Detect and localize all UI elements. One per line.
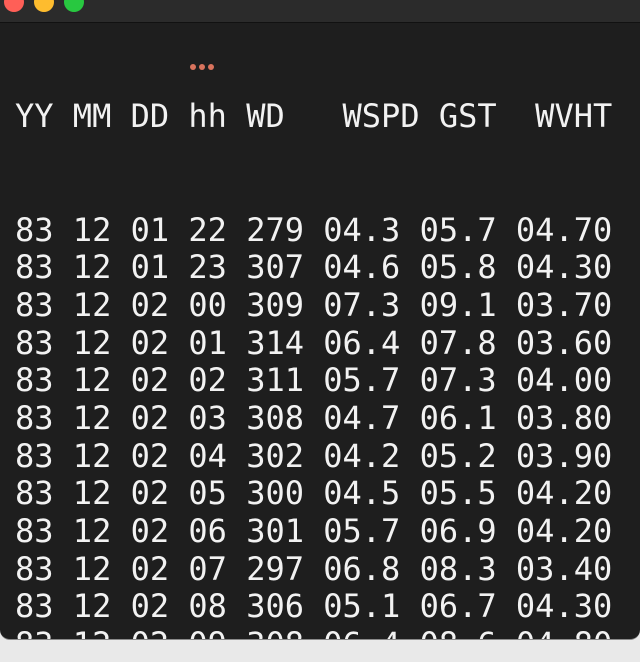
data-line: 83 12 02 06 301 05.7 06.9 04.20	[15, 512, 613, 550]
terminal-output: YY MM DD hh WD WSPD GST WVHT 83 12 01 22…	[15, 23, 640, 639]
close-button[interactable]	[4, 0, 24, 12]
minimize-button[interactable]	[34, 0, 54, 12]
data-line: 83 12 02 08 306 05.1 06.7 04.30	[15, 587, 613, 626]
data-line: 83 12 02 04 302 04.2 05.2 03.90	[15, 436, 613, 475]
spellcheck-marker	[190, 55, 217, 74]
data-line: 83 12 02 09 308 06.4 08.6 04.80	[15, 625, 640, 639]
data-line: 83 12 02 03 308 04.7 06.1 03.80	[15, 398, 613, 437]
data-line: 83 12 02 01 314 06.4 07.8 03.60	[15, 323, 613, 362]
title-bar	[0, 0, 640, 23]
data-line: 83 12 01 23 307 04.6 05.8 04.30	[15, 248, 613, 287]
data-line: 83 12 02 05 300 04.5 05.5 04.20	[15, 474, 613, 513]
data-line: 83 12 02 00 309 07.3 09.1 03.70	[15, 285, 613, 324]
header-line: YY MM DD hh WD WSPD GST WVHT	[15, 97, 613, 136]
data-line: 83 12 01 22 279 04.3 05.7 04.70	[15, 210, 613, 249]
terminal-window: YY MM DD hh WD WSPD GST WVHT 83 12 01 22…	[0, 0, 640, 640]
zoom-button[interactable]	[64, 0, 84, 12]
data-line: 83 12 02 07 297 06.8 08.3 03.40	[15, 549, 613, 588]
data-line: 83 12 02 02 311 05.7 07.3 04.00	[15, 361, 613, 400]
